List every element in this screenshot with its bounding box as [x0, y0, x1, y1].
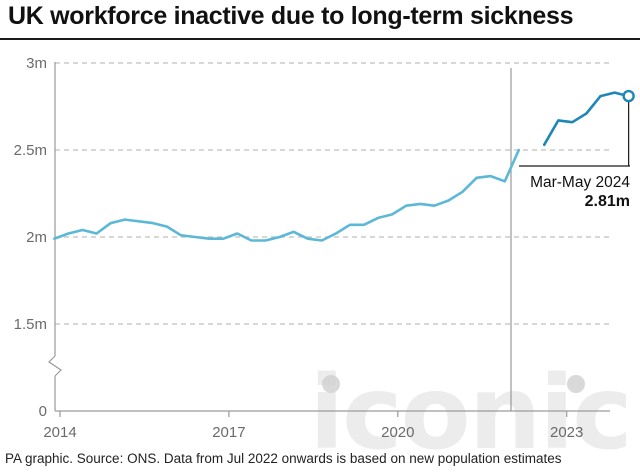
y-tick-label: 0	[39, 403, 47, 420]
callout: Mar-May 2024 2.81m	[519, 89, 635, 210]
chart-title: UK workforce inactive due to long-term s…	[8, 2, 574, 30]
axis-break-icon	[48, 355, 62, 377]
source-note: PA graphic. Source: ONS. Data from Jul 2…	[5, 451, 562, 466]
series-line-1	[53, 148, 521, 242]
y-tick-label: 2.5m	[14, 142, 47, 159]
axes: 0 1.5m 2m 2.5m 3m 2014 2017 2020 2023	[14, 55, 610, 441]
iconic-watermark: iconic	[309, 354, 633, 450]
y-tick-label: 1.5m	[14, 316, 47, 333]
y-tick-label: 2m	[26, 229, 47, 246]
series	[53, 91, 630, 242]
watermark-dot	[322, 375, 340, 393]
title-divider	[0, 38, 640, 40]
x-tick-label: 2020	[381, 424, 414, 441]
callout-period-label: Mar-May 2024	[530, 174, 630, 191]
series-line-2	[542, 91, 630, 147]
watermark-text: iconic	[309, 354, 631, 450]
line-chart: iconic 0 1.5m 2m 2.5m 3m 2014 2017 2020 2023 Mar…	[14, 55, 635, 450]
y-tick-label: 3m	[26, 55, 47, 72]
gridlines	[55, 62, 610, 325]
callout-value-label: 2.81m	[585, 193, 630, 210]
latest-point-marker	[622, 89, 635, 103]
x-tick-label: 2014	[43, 424, 76, 441]
watermark-dot	[567, 375, 585, 393]
x-tick-label: 2023	[550, 424, 583, 441]
x-tick-label: 2017	[212, 424, 245, 441]
